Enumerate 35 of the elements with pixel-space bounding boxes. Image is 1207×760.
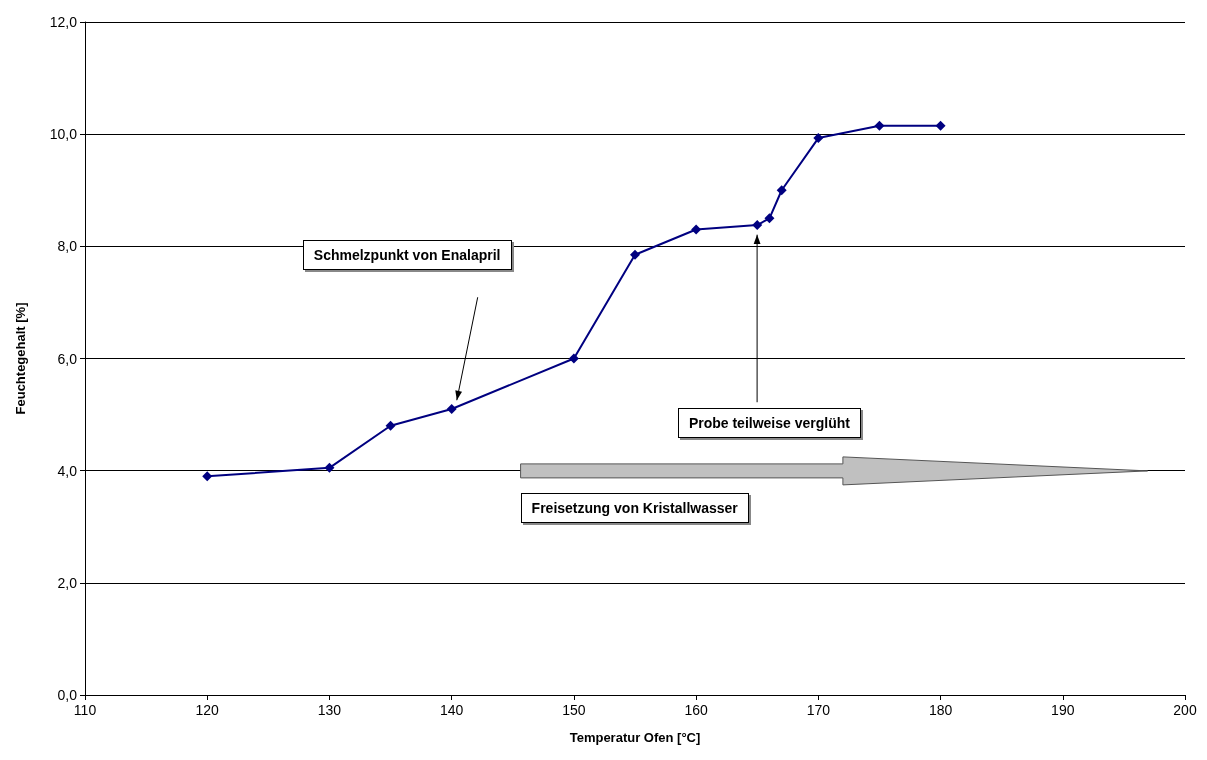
point [813,133,824,144]
x-tick-label: 120 [195,702,220,718]
y-tick-label: 12,0 [49,14,78,30]
x-tick-label: 110 [73,702,97,718]
y-axis-title: Feuchtegehalt [%] [13,302,28,415]
annotation: Schmelzpunkt von Enalapril [302,240,512,271]
x-tick-label: 130 [317,702,342,718]
annotation: Probe teilweise verglüht [677,408,861,439]
y-tick-label: 4,0 [57,462,78,479]
point [776,185,787,196]
point [935,120,946,131]
x-tick-label: 140 [439,702,464,718]
point [324,462,335,473]
point [202,471,213,482]
point [568,353,579,364]
y-tick-label: 6,0 [57,350,78,367]
x-tick-label: 150 [562,702,586,718]
x-tick-label: 180 [928,702,953,718]
x-tick-label: 160 [684,702,708,718]
y-tick-label: 0,0 [57,687,78,703]
annotation: Freisetzung von Kristallwasser [520,492,749,523]
point [752,220,763,231]
y-tick-label: 10,0 [49,126,78,143]
point [764,213,775,224]
x-tick-label: 190 [1051,702,1075,718]
x-tick-label: 200 [1173,702,1197,718]
x-tick-label: 170 [806,702,831,718]
point [630,249,640,260]
point [385,420,396,431]
y-tick-label: 8,0 [57,238,78,255]
point [691,224,702,235]
point [874,120,885,131]
x-axis-title: Temperatur Ofen [°C] [569,730,701,745]
point [446,403,457,414]
y-tick-label: 2,0 [57,574,78,591]
